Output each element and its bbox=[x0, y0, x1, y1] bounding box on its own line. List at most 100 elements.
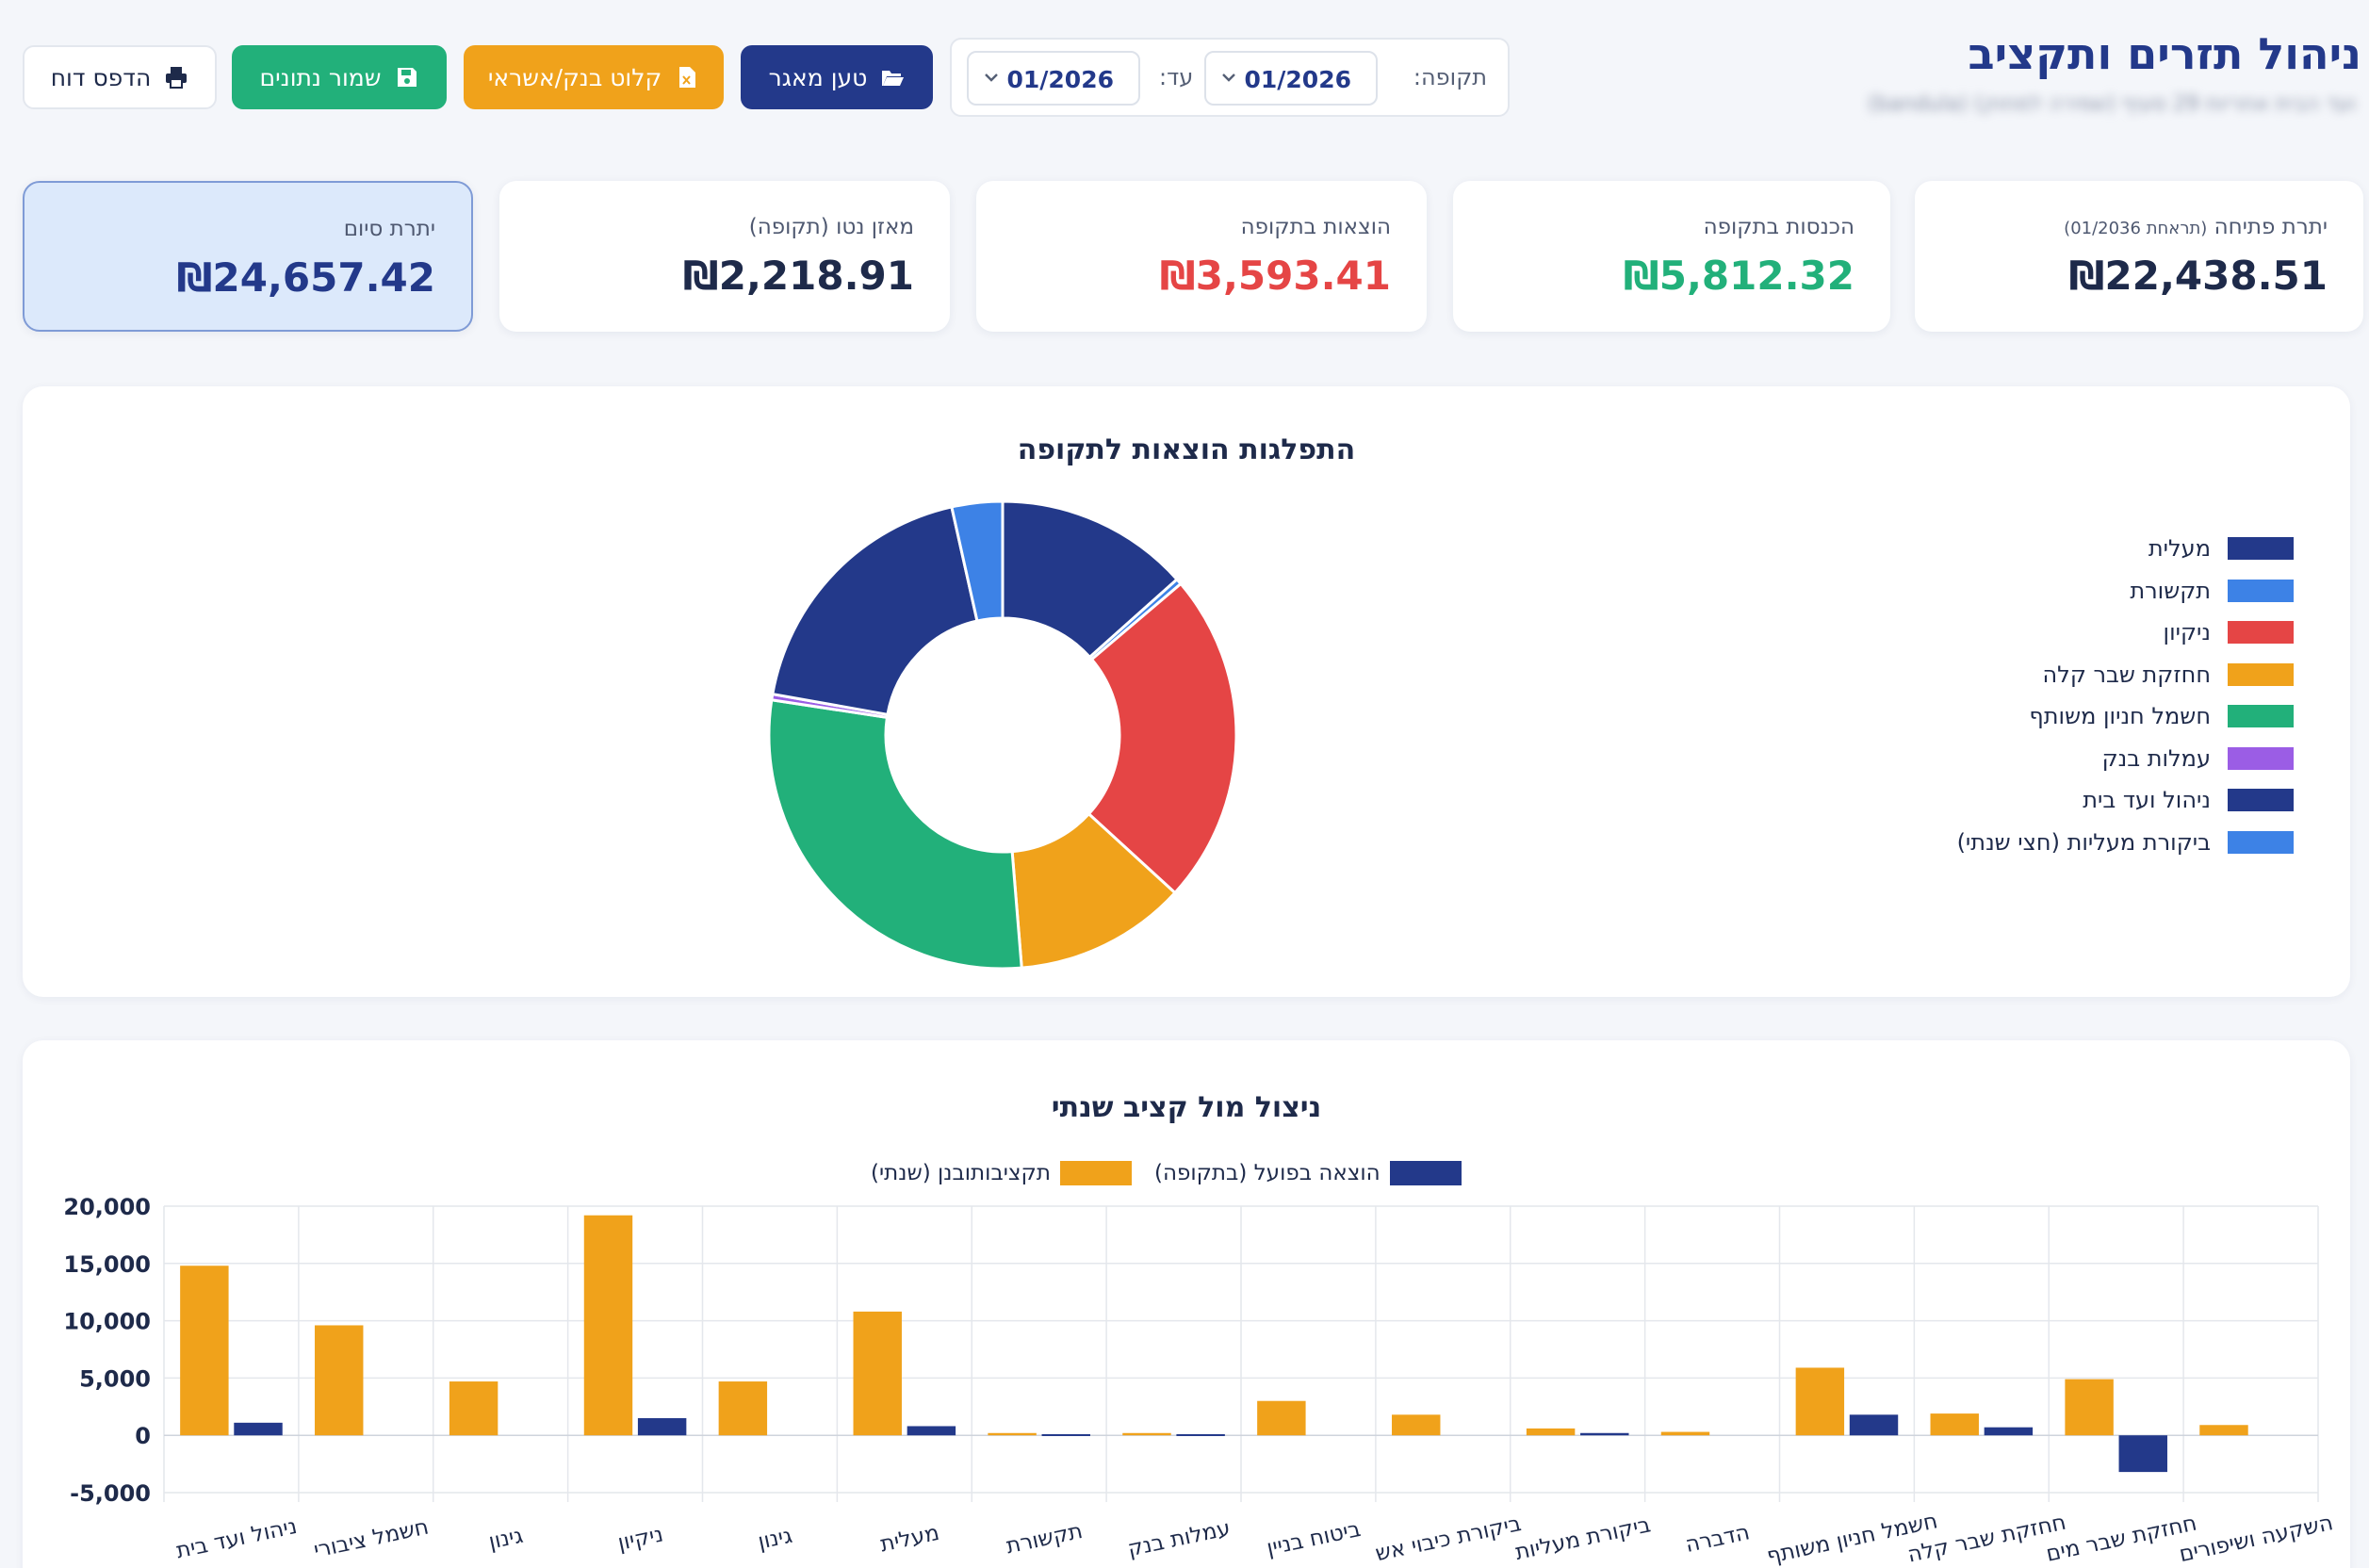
bar[interactable] bbox=[1526, 1428, 1576, 1436]
x-tick-label: גינון bbox=[486, 1524, 525, 1555]
chevron-down-icon bbox=[1222, 74, 1235, 82]
legend-swatch bbox=[2228, 830, 2294, 854]
y-tick-label: 20,000 bbox=[63, 1194, 151, 1220]
donut-chart-title: התפלגות הוצאות לתקופה bbox=[1017, 433, 1356, 466]
x-tick-label: חשמל ציבורי bbox=[312, 1515, 432, 1563]
import-bank-label: קלוט בנק/אשראי bbox=[487, 63, 662, 91]
legend-item[interactable]: עמלות בנק bbox=[1804, 738, 2294, 780]
bar-legend-actual[interactable]: הוצאה בפועל (בתקופה) bbox=[1154, 1161, 1462, 1185]
bar[interactable] bbox=[718, 1381, 768, 1436]
y-tick-label: 5,000 bbox=[79, 1365, 151, 1392]
legend-swatch bbox=[2228, 621, 2294, 645]
bar[interactable] bbox=[1795, 1367, 1845, 1436]
legend-swatch bbox=[2228, 746, 2294, 770]
x-tick-label: ביקורת מעליות bbox=[1513, 1512, 1653, 1565]
y-tick-label: 10,000 bbox=[63, 1309, 151, 1335]
x-tick-label: תקשורת bbox=[1005, 1519, 1086, 1560]
bar-chart-title: ניצול מול קציב שנתי bbox=[1051, 1091, 1322, 1124]
donut-slice[interactable] bbox=[771, 505, 979, 717]
opening-balance-note: (תראחת 01/2036) bbox=[2064, 219, 2208, 238]
donut-slice[interactable] bbox=[1086, 581, 1238, 895]
legend-label: חשמל חניון משותף bbox=[2029, 703, 2211, 730]
legend-label: ניהול ועד בית bbox=[2083, 787, 2211, 814]
donut-slice[interactable] bbox=[950, 499, 1005, 623]
bar[interactable] bbox=[1122, 1432, 1171, 1436]
legend-swatch bbox=[1389, 1161, 1462, 1185]
bar[interactable] bbox=[1660, 1431, 1710, 1436]
bar[interactable] bbox=[1930, 1413, 1979, 1436]
legend-item[interactable]: תקשורת bbox=[1804, 570, 2294, 612]
bar[interactable] bbox=[1392, 1414, 1441, 1436]
donut-legend: מעלית תקשורת ניקיון חחזקת שבר קלה חשמל חניון… bbox=[1804, 528, 2294, 863]
x-tick-label: ניהול ועד בית bbox=[174, 1514, 300, 1563]
bar[interactable] bbox=[180, 1266, 229, 1436]
print-report-button[interactable]: הדפס דוח bbox=[23, 45, 217, 109]
net-balance-label: מאזן נטו (תקופה) bbox=[748, 215, 914, 239]
y-tick-label: 0 bbox=[135, 1423, 151, 1449]
from-month-value: 01/2026 bbox=[1244, 66, 1351, 93]
bar[interactable] bbox=[1257, 1400, 1306, 1436]
x-tick-label: עמלות בנק bbox=[1125, 1516, 1233, 1561]
net-balance-card: מאזן נטו (תקופה) ₪2,218.91 bbox=[499, 181, 950, 332]
opening-balance-card: יתרת פתיחה (תראחת 01/2036) ₪22,438.51 bbox=[1915, 181, 2363, 332]
to-label: עד: bbox=[1159, 64, 1194, 90]
bar[interactable] bbox=[1580, 1432, 1629, 1436]
to-month-select[interactable]: 01/2026 bbox=[967, 51, 1140, 106]
x-tick-label: ניקיון bbox=[615, 1522, 665, 1555]
bar[interactable] bbox=[2065, 1379, 2114, 1436]
bar[interactable] bbox=[2199, 1425, 2248, 1436]
bar[interactable] bbox=[2118, 1435, 2167, 1473]
bar[interactable] bbox=[907, 1426, 956, 1436]
legend-item[interactable]: ניהול ועד בית bbox=[1804, 779, 2294, 822]
bar[interactable] bbox=[583, 1215, 633, 1436]
bar[interactable] bbox=[853, 1311, 902, 1436]
legend-swatch bbox=[2228, 537, 2294, 561]
legend-swatch bbox=[1059, 1161, 1132, 1185]
period-label: תקופה: bbox=[1413, 64, 1487, 90]
donut-slice[interactable] bbox=[1010, 811, 1178, 970]
expense-value: ₪3,593.41 bbox=[1159, 253, 1391, 299]
expense-label: הוצאות בתקופה bbox=[1240, 215, 1391, 239]
expense-card: הוצאות בתקופה ₪3,593.41 bbox=[976, 181, 1427, 332]
chevron-down-icon bbox=[985, 74, 998, 82]
bar[interactable] bbox=[234, 1422, 283, 1436]
legend-item[interactable]: ביקורת מעליות (חצי שנתי) bbox=[1804, 822, 2294, 864]
legend-item[interactable]: חחזקת שבר קלה bbox=[1804, 654, 2294, 696]
page-title: ניהול תזרים ותקציב bbox=[1968, 28, 2361, 79]
bar[interactable] bbox=[1176, 1433, 1225, 1436]
from-month-select[interactable]: 01/2026 bbox=[1204, 51, 1378, 106]
bar[interactable] bbox=[449, 1381, 498, 1436]
x-tick-label: הדברה bbox=[1683, 1520, 1752, 1558]
legend-label: חחזקת שבר קלה bbox=[2042, 661, 2212, 688]
income-label: הכנסות בתקופה bbox=[1703, 215, 1854, 239]
import-bank-button[interactable]: קלוט בנק/אשראי bbox=[464, 45, 724, 109]
printer-icon bbox=[166, 67, 188, 89]
page-subtitle: ועד הבית אחריות 29 סעיף (שמירה למחוק) (b… bbox=[1867, 92, 2356, 116]
bar[interactable] bbox=[1849, 1414, 1899, 1436]
legend-swatch bbox=[2228, 789, 2294, 812]
save-data-button[interactable]: שמור נתונים bbox=[232, 45, 447, 109]
legend-item[interactable]: מעלית bbox=[1804, 528, 2294, 570]
bar-legend: הוצאה בפועל (בתקופה) תקציבותובנן (שנתי) bbox=[871, 1161, 1462, 1185]
legend-item[interactable]: חשמל חניון משותף bbox=[1804, 695, 2294, 738]
bar[interactable] bbox=[637, 1417, 687, 1436]
x-tick-label: ביטוח בניין bbox=[1265, 1517, 1363, 1560]
load-database-button[interactable]: טען מאגר bbox=[741, 45, 933, 109]
legend-label: ביקורת מעליות (חצי שנתי) bbox=[1956, 828, 2211, 856]
budget-usage-panel: ניצול מול קציב שנתי הוצאה בפועל (בתקופה)… bbox=[23, 1040, 2350, 1568]
y-tick-label: -5,000 bbox=[70, 1480, 151, 1507]
donut-slice[interactable] bbox=[767, 698, 1023, 971]
save-data-label: שמור נתונים bbox=[259, 63, 382, 91]
legend-item[interactable]: ניקיון bbox=[1804, 612, 2294, 654]
legend-label: ניקיון bbox=[2163, 619, 2211, 646]
folder-open-icon bbox=[882, 71, 905, 86]
legend-swatch bbox=[2228, 705, 2294, 728]
bar-legend-budget[interactable]: תקציבותובנן (שנתי) bbox=[871, 1161, 1132, 1185]
bar[interactable] bbox=[1984, 1427, 2034, 1436]
bar[interactable] bbox=[315, 1325, 364, 1436]
expense-distribution-panel: התפלגות הוצאות לתקופה מעלית תקשורת ניקיון ח… bbox=[23, 386, 2350, 997]
bar[interactable] bbox=[988, 1432, 1037, 1436]
load-database-label: טען מאגר bbox=[768, 63, 868, 91]
x-tick-label: ביקורת כיבוי אש bbox=[1373, 1511, 1523, 1566]
bar[interactable] bbox=[1041, 1433, 1090, 1436]
